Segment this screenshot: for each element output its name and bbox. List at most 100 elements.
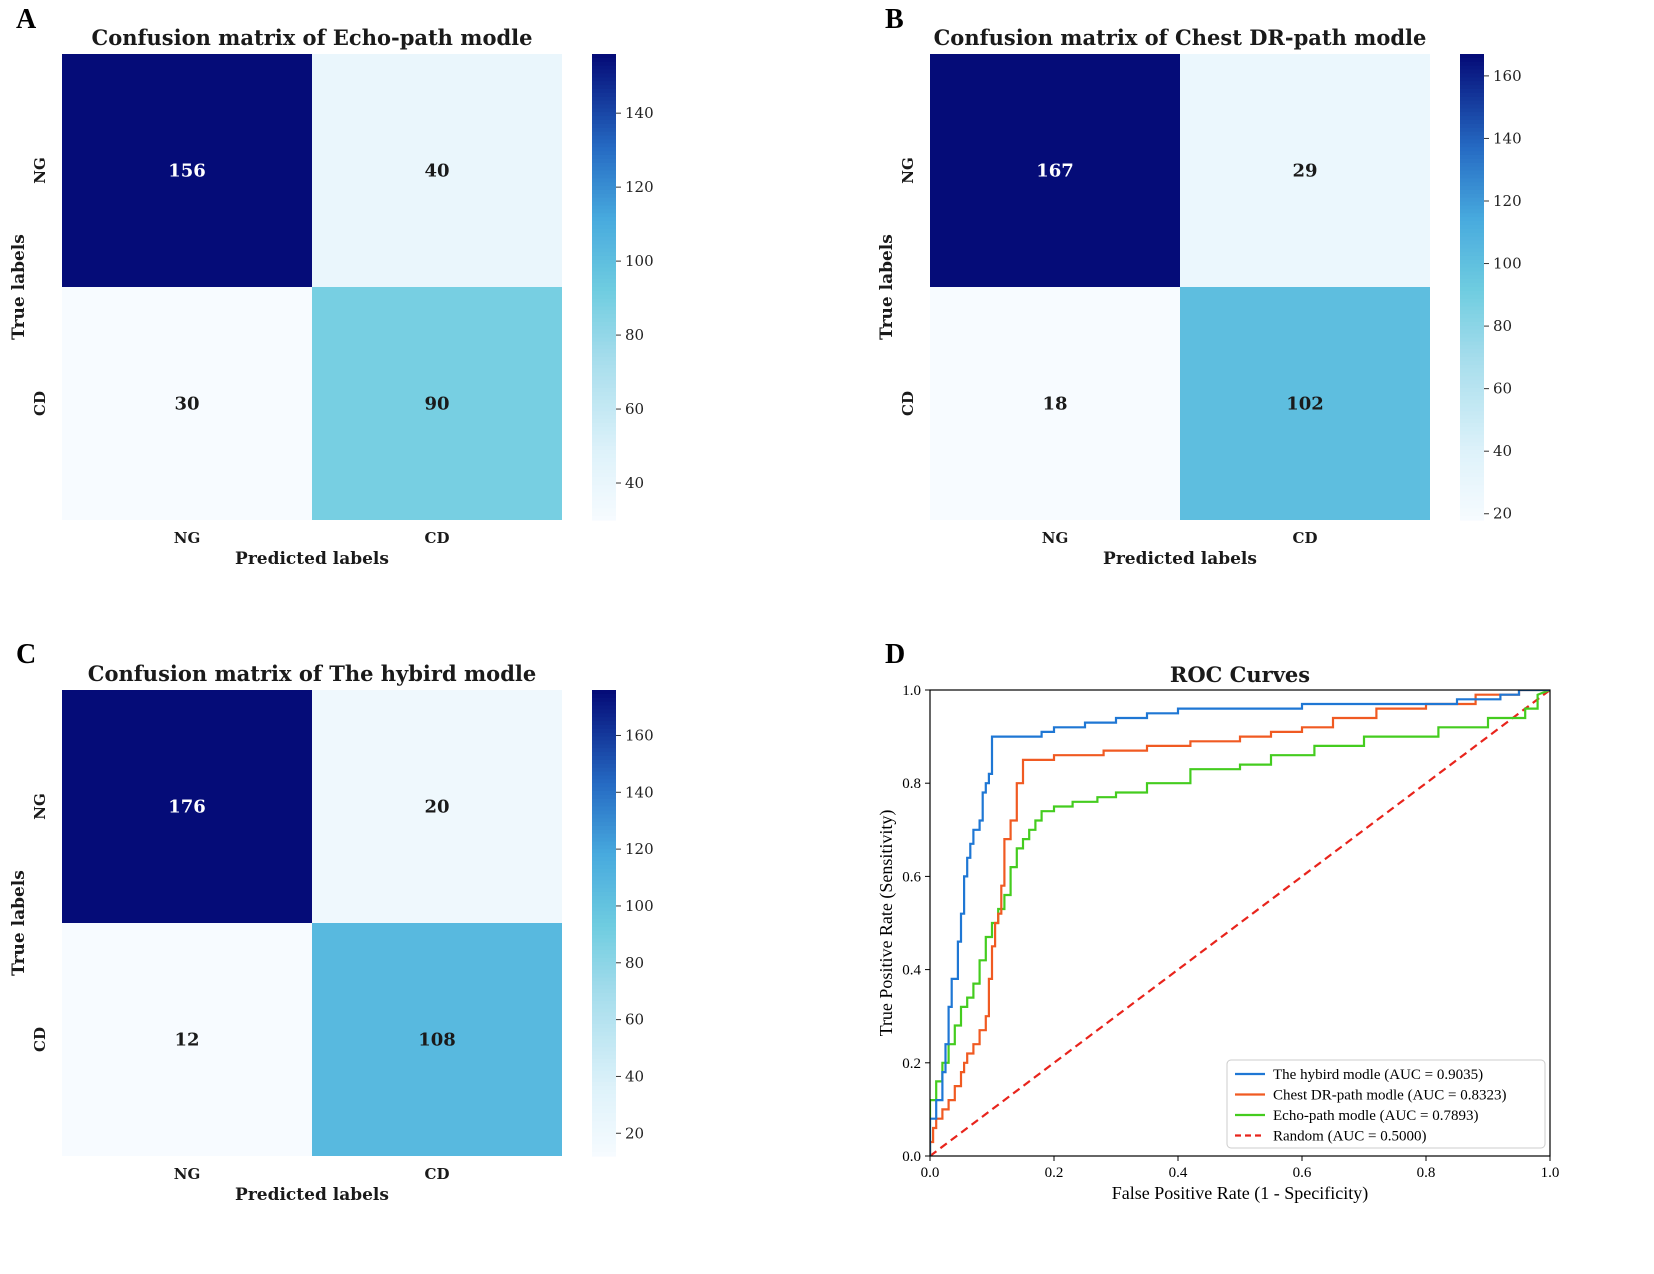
colorbar-segment xyxy=(592,387,616,393)
colorbar-segment xyxy=(592,759,616,765)
colorbar-segment xyxy=(592,457,616,463)
colorbar-segment xyxy=(592,88,616,94)
colorbar-segment xyxy=(592,92,616,98)
heatmap-cell xyxy=(312,690,562,923)
colorbar-segment xyxy=(592,1023,616,1029)
colorbar-segment xyxy=(592,1004,616,1010)
colorbar-segment xyxy=(592,197,616,203)
y-axis-label: True labels xyxy=(877,234,897,340)
colorbar-segment xyxy=(1460,415,1484,420)
colorbar-segment xyxy=(592,469,616,474)
colorbar-tick-label: 20 xyxy=(625,1124,644,1142)
colorbar-segment xyxy=(592,705,616,711)
colorbar-segment xyxy=(592,1121,616,1126)
confusion-matrix-panel-a: A Confusion matrix of Echo-path modle 156 4… xyxy=(9,4,654,569)
colorbar-segment xyxy=(592,915,616,920)
colorbar-tick-label: 80 xyxy=(625,954,644,972)
colorbar-segment xyxy=(592,310,616,315)
colorbar-segment xyxy=(592,131,616,137)
colorbar-segment xyxy=(592,512,616,517)
y-tick-label: 0.8 xyxy=(902,776,921,792)
colorbar-segment xyxy=(592,853,616,858)
colorbar-segment xyxy=(1460,248,1484,253)
cell-value-label: 102 xyxy=(1286,394,1324,415)
colorbar-segment xyxy=(1460,178,1484,183)
colorbar-segment xyxy=(592,244,616,249)
colorbar-segment xyxy=(1460,314,1484,319)
colorbar-segment xyxy=(592,123,616,129)
colorbar-tick-label: 100 xyxy=(1493,255,1522,273)
colorbar-segment xyxy=(592,1152,616,1157)
colorbar-segment xyxy=(592,419,616,424)
colorbar-segment xyxy=(592,384,616,389)
colorbar-segment xyxy=(1460,321,1484,327)
colorbar-segment xyxy=(1460,512,1484,517)
heatmap-cell xyxy=(62,923,312,1156)
colorbar-segment xyxy=(1460,287,1484,292)
x-tick-label: CD xyxy=(1293,529,1318,547)
colorbar-segment xyxy=(592,841,616,846)
colorbar-segment xyxy=(592,263,616,269)
colorbar-segment xyxy=(592,422,616,428)
colorbar-segment xyxy=(592,783,616,788)
colorbar-tick-label: 80 xyxy=(1493,317,1512,335)
colorbar-segment xyxy=(1460,154,1484,160)
roc-series-line xyxy=(930,690,1550,1156)
colorbar-segment xyxy=(592,108,616,113)
y-tick-label: 1.0 xyxy=(902,683,921,699)
colorbar-segment xyxy=(1460,337,1484,342)
colorbar-segment xyxy=(592,969,616,975)
colorbar-segment xyxy=(592,220,616,226)
colorbar-segment xyxy=(592,965,616,971)
colorbar-segment xyxy=(592,1136,616,1142)
colorbar-segment xyxy=(592,756,616,761)
colorbar-segment xyxy=(1460,481,1484,486)
colorbar-segment xyxy=(1460,116,1484,121)
colorbar-segment xyxy=(592,461,616,467)
colorbar-tick-label: 120 xyxy=(625,840,654,858)
cell-value-label: 90 xyxy=(424,394,449,415)
panel-letter: B xyxy=(885,4,904,35)
colorbar-segment xyxy=(1460,112,1484,117)
colorbar-segment xyxy=(592,946,616,951)
colorbar-segment xyxy=(1460,104,1484,109)
colorbar-segment xyxy=(592,930,616,936)
colorbar-segment xyxy=(592,872,616,877)
colorbar-tick-label: 40 xyxy=(625,474,644,492)
colorbar-segment xyxy=(592,1000,616,1006)
colorbar-segment xyxy=(592,1039,616,1044)
colorbar-segment xyxy=(1460,189,1484,195)
colorbar-segment xyxy=(1460,306,1484,311)
colorbar-segment xyxy=(592,1140,616,1145)
colorbar-segment xyxy=(1460,236,1484,241)
colorbar-segment xyxy=(592,709,616,714)
colorbar-segment xyxy=(592,57,616,63)
colorbar-segment xyxy=(1460,61,1484,67)
heatmap-cell xyxy=(312,923,562,1156)
colorbar-segment xyxy=(592,201,616,207)
colorbar-segment xyxy=(592,205,616,210)
colorbar-segment xyxy=(592,356,616,362)
colorbar-segment xyxy=(592,240,616,245)
chart-title: Confusion matrix of Chest DR-path modle xyxy=(934,25,1427,50)
colorbar-segment xyxy=(592,787,616,792)
colorbar-segment xyxy=(1460,271,1484,276)
colorbar-segment xyxy=(592,446,616,451)
colorbar-segment xyxy=(592,224,616,230)
colorbar-segment xyxy=(1460,275,1484,280)
colorbar-segment xyxy=(1460,325,1484,331)
colorbar-segment xyxy=(1460,147,1484,152)
y-tick-label: 0.2 xyxy=(902,1056,921,1072)
colorbar-segment xyxy=(592,1035,616,1041)
legend: The hybird modle (AUC = 0.9035) Chest DR-… xyxy=(1226,1059,1546,1149)
colorbar-segment xyxy=(592,298,616,304)
colorbar-segment xyxy=(1460,127,1484,133)
colorbar-segment xyxy=(1460,504,1484,509)
colorbar-segment xyxy=(592,919,616,924)
colorbar-segment xyxy=(592,174,616,179)
cell-value-label: 30 xyxy=(174,394,199,415)
chart-title: ROC Curves xyxy=(1170,662,1310,687)
colorbar-segment xyxy=(592,399,616,405)
cell-value-label: 167 xyxy=(1036,161,1074,182)
colorbar-segment xyxy=(1460,360,1484,366)
